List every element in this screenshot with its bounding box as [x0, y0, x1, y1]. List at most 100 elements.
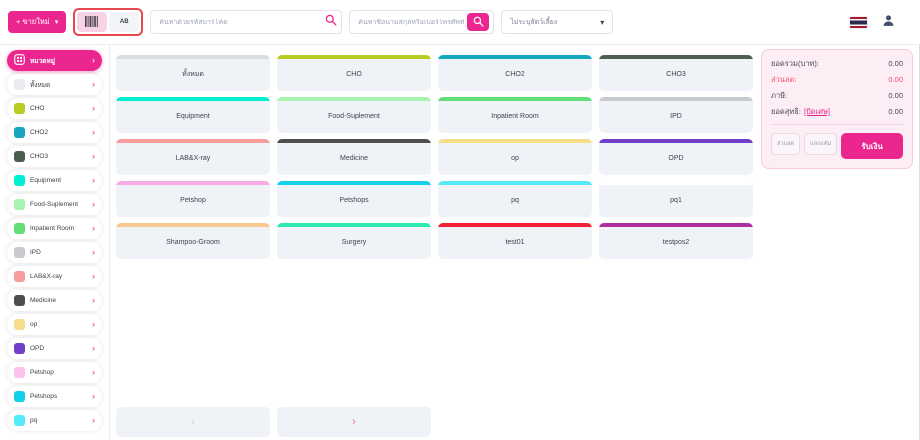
card-label: IPD [670, 113, 682, 120]
category-card[interactable]: test01 [438, 223, 592, 259]
category-card[interactable]: CHO [277, 55, 431, 91]
text-mode-label: AB [119, 19, 129, 25]
sidebar-item[interactable]: IPD › [7, 242, 102, 263]
main-area: ทั้งหมด CHO CHO2 CHO3 Equipment Food-Sup… [110, 45, 759, 440]
category-card[interactable]: CHO3 [599, 55, 753, 91]
category-card[interactable]: ทั้งหมด [116, 55, 270, 91]
category-card[interactable]: op [438, 139, 592, 175]
category-swatch [14, 367, 25, 378]
sidebar-item[interactable]: LAB&X-ray › [7, 266, 102, 287]
sidebar-item[interactable]: CHO3 › [7, 146, 102, 167]
category-swatch [14, 247, 25, 258]
category-card[interactable]: Petshop [116, 181, 270, 217]
summary-actions: ส่วนลด แลกแต้ม รับเงิน [771, 133, 903, 159]
card-label: test01 [505, 239, 525, 246]
card-label: testpos2 [662, 239, 690, 246]
card-color-bar [599, 181, 753, 185]
discount-button[interactable]: ส่วนลด [771, 133, 801, 155]
user-account-button[interactable] [882, 14, 895, 30]
category-card[interactable]: IPD [599, 97, 753, 133]
card-color-bar [116, 139, 270, 143]
sidebar-item[interactable]: CHO2 › [7, 122, 102, 143]
sidebar-item[interactable]: Food-Suplement › [7, 194, 102, 215]
pagination: ‹ › [116, 407, 753, 437]
category-card[interactable]: testpos2 [599, 223, 753, 259]
category-card[interactable]: Food-Suplement [277, 97, 431, 133]
chevron-left-icon: ‹ [191, 416, 195, 428]
category-swatch [14, 103, 25, 114]
summary-value: 0.00 [888, 107, 903, 116]
sidebar-item-label: LAB&X-ray [30, 273, 63, 280]
chevron-right-icon: › [92, 391, 95, 401]
category-card[interactable]: Shampoo-Groom [116, 223, 270, 259]
category-swatch [14, 415, 25, 426]
summary-label: ยอดรวม(บาท): [771, 59, 819, 68]
sidebar-item[interactable]: OPD › [7, 338, 102, 359]
category-card[interactable]: Equipment [116, 97, 270, 133]
grid-icon [14, 52, 25, 70]
chevron-right-icon: › [92, 319, 95, 329]
new-sale-button[interactable]: + ขายใหม่ ▾ [8, 11, 67, 33]
category-card[interactable]: pq [438, 181, 592, 217]
sidebar-item[interactable]: pq › [7, 410, 102, 431]
summary-value: 0.00 [888, 59, 903, 68]
card-label: op [511, 155, 519, 162]
barcode-search-input[interactable] [159, 18, 326, 26]
new-sale-label: + ขายใหม่ [16, 17, 50, 26]
category-card[interactable]: Inpatient Room [438, 97, 592, 133]
chevron-right-icon: › [92, 127, 95, 137]
sidebar-item[interactable]: Inpatient Room › [7, 218, 102, 239]
sidebar-item[interactable]: Petshop › [7, 362, 102, 383]
category-sidebar: หมวดหมู่ › ทั้งหมด › CHO › CHO2 › CHO3 ›… [0, 45, 110, 440]
card-color-bar [116, 97, 270, 101]
card-color-bar [599, 139, 753, 143]
next-page-button[interactable]: › [277, 407, 431, 437]
language-flag-icon[interactable] [850, 16, 867, 28]
category-swatch [14, 79, 25, 90]
category-card[interactable]: OPD [599, 139, 753, 175]
category-card[interactable]: CHO2 [438, 55, 592, 91]
sidebar-item[interactable]: CHO › [7, 98, 102, 119]
chevron-right-icon: › [92, 151, 95, 161]
redeem-points-button[interactable]: แลกแต้ม [804, 133, 838, 155]
summary-row: ยอดสุทธิ: [ปัดเศษ] 0.00 [771, 106, 903, 118]
sidebar-item-categories[interactable]: หมวดหมู่ › [7, 50, 102, 71]
customer-search-input[interactable] [358, 18, 468, 26]
barcode-mode-button[interactable] [77, 12, 108, 32]
prev-page-button[interactable]: ‹ [116, 407, 270, 437]
order-summary-column: ยอดรวม(บาท): 0.00 ส่วนลด: 0.00 ภาษี: 0.0… [759, 45, 919, 440]
category-card[interactable]: Surgery [277, 223, 431, 259]
category-card[interactable]: LAB&X-ray [116, 139, 270, 175]
category-card[interactable]: pq1 [599, 181, 753, 217]
sidebar-item[interactable]: Equipment › [7, 170, 102, 191]
summary-row: ภาษี: 0.00 [771, 90, 903, 102]
customer-search-button[interactable] [467, 13, 490, 31]
sidebar-item[interactable]: Petshops › [7, 386, 102, 407]
topbar: + ขายใหม่ ▾ AB [0, 0, 920, 45]
chevron-right-icon: › [92, 175, 95, 185]
sidebar-item-label: Equipment [30, 177, 62, 184]
pet-select[interactable]: ไม่ระบุสัตว์เลี้ยง ▾ [501, 10, 614, 34]
card-label: CHO [346, 71, 362, 78]
search-mode-toggle: AB [73, 8, 144, 36]
sidebar-item-label: Petshop [30, 369, 54, 376]
chevron-down-icon: ▾ [600, 17, 605, 27]
card-label: LAB&X-ray [175, 155, 211, 162]
rounding-link[interactable]: [ปัดเศษ] [803, 107, 831, 116]
card-label: Food-Suplement [328, 113, 380, 120]
category-card[interactable]: Medicine [277, 139, 431, 175]
category-card[interactable]: Petshops [277, 181, 431, 217]
sidebar-item[interactable]: Medicine › [7, 290, 102, 311]
card-color-bar [438, 55, 592, 59]
sidebar-item[interactable]: op › [7, 314, 102, 335]
sidebar-item-label: Medicine [30, 297, 57, 304]
sidebar-item-label: op [30, 321, 38, 328]
barcode-icon [85, 15, 99, 30]
text-mode-button[interactable]: AB [109, 12, 140, 32]
category-swatch [14, 295, 25, 306]
sidebar-item-label: Food-Suplement [30, 201, 79, 208]
receive-payment-button[interactable]: รับเงิน [841, 133, 903, 159]
sidebar-item[interactable]: ทั้งหมด › [7, 74, 102, 95]
category-swatch [14, 151, 25, 162]
sidebar-item-label: CHO [30, 105, 45, 112]
